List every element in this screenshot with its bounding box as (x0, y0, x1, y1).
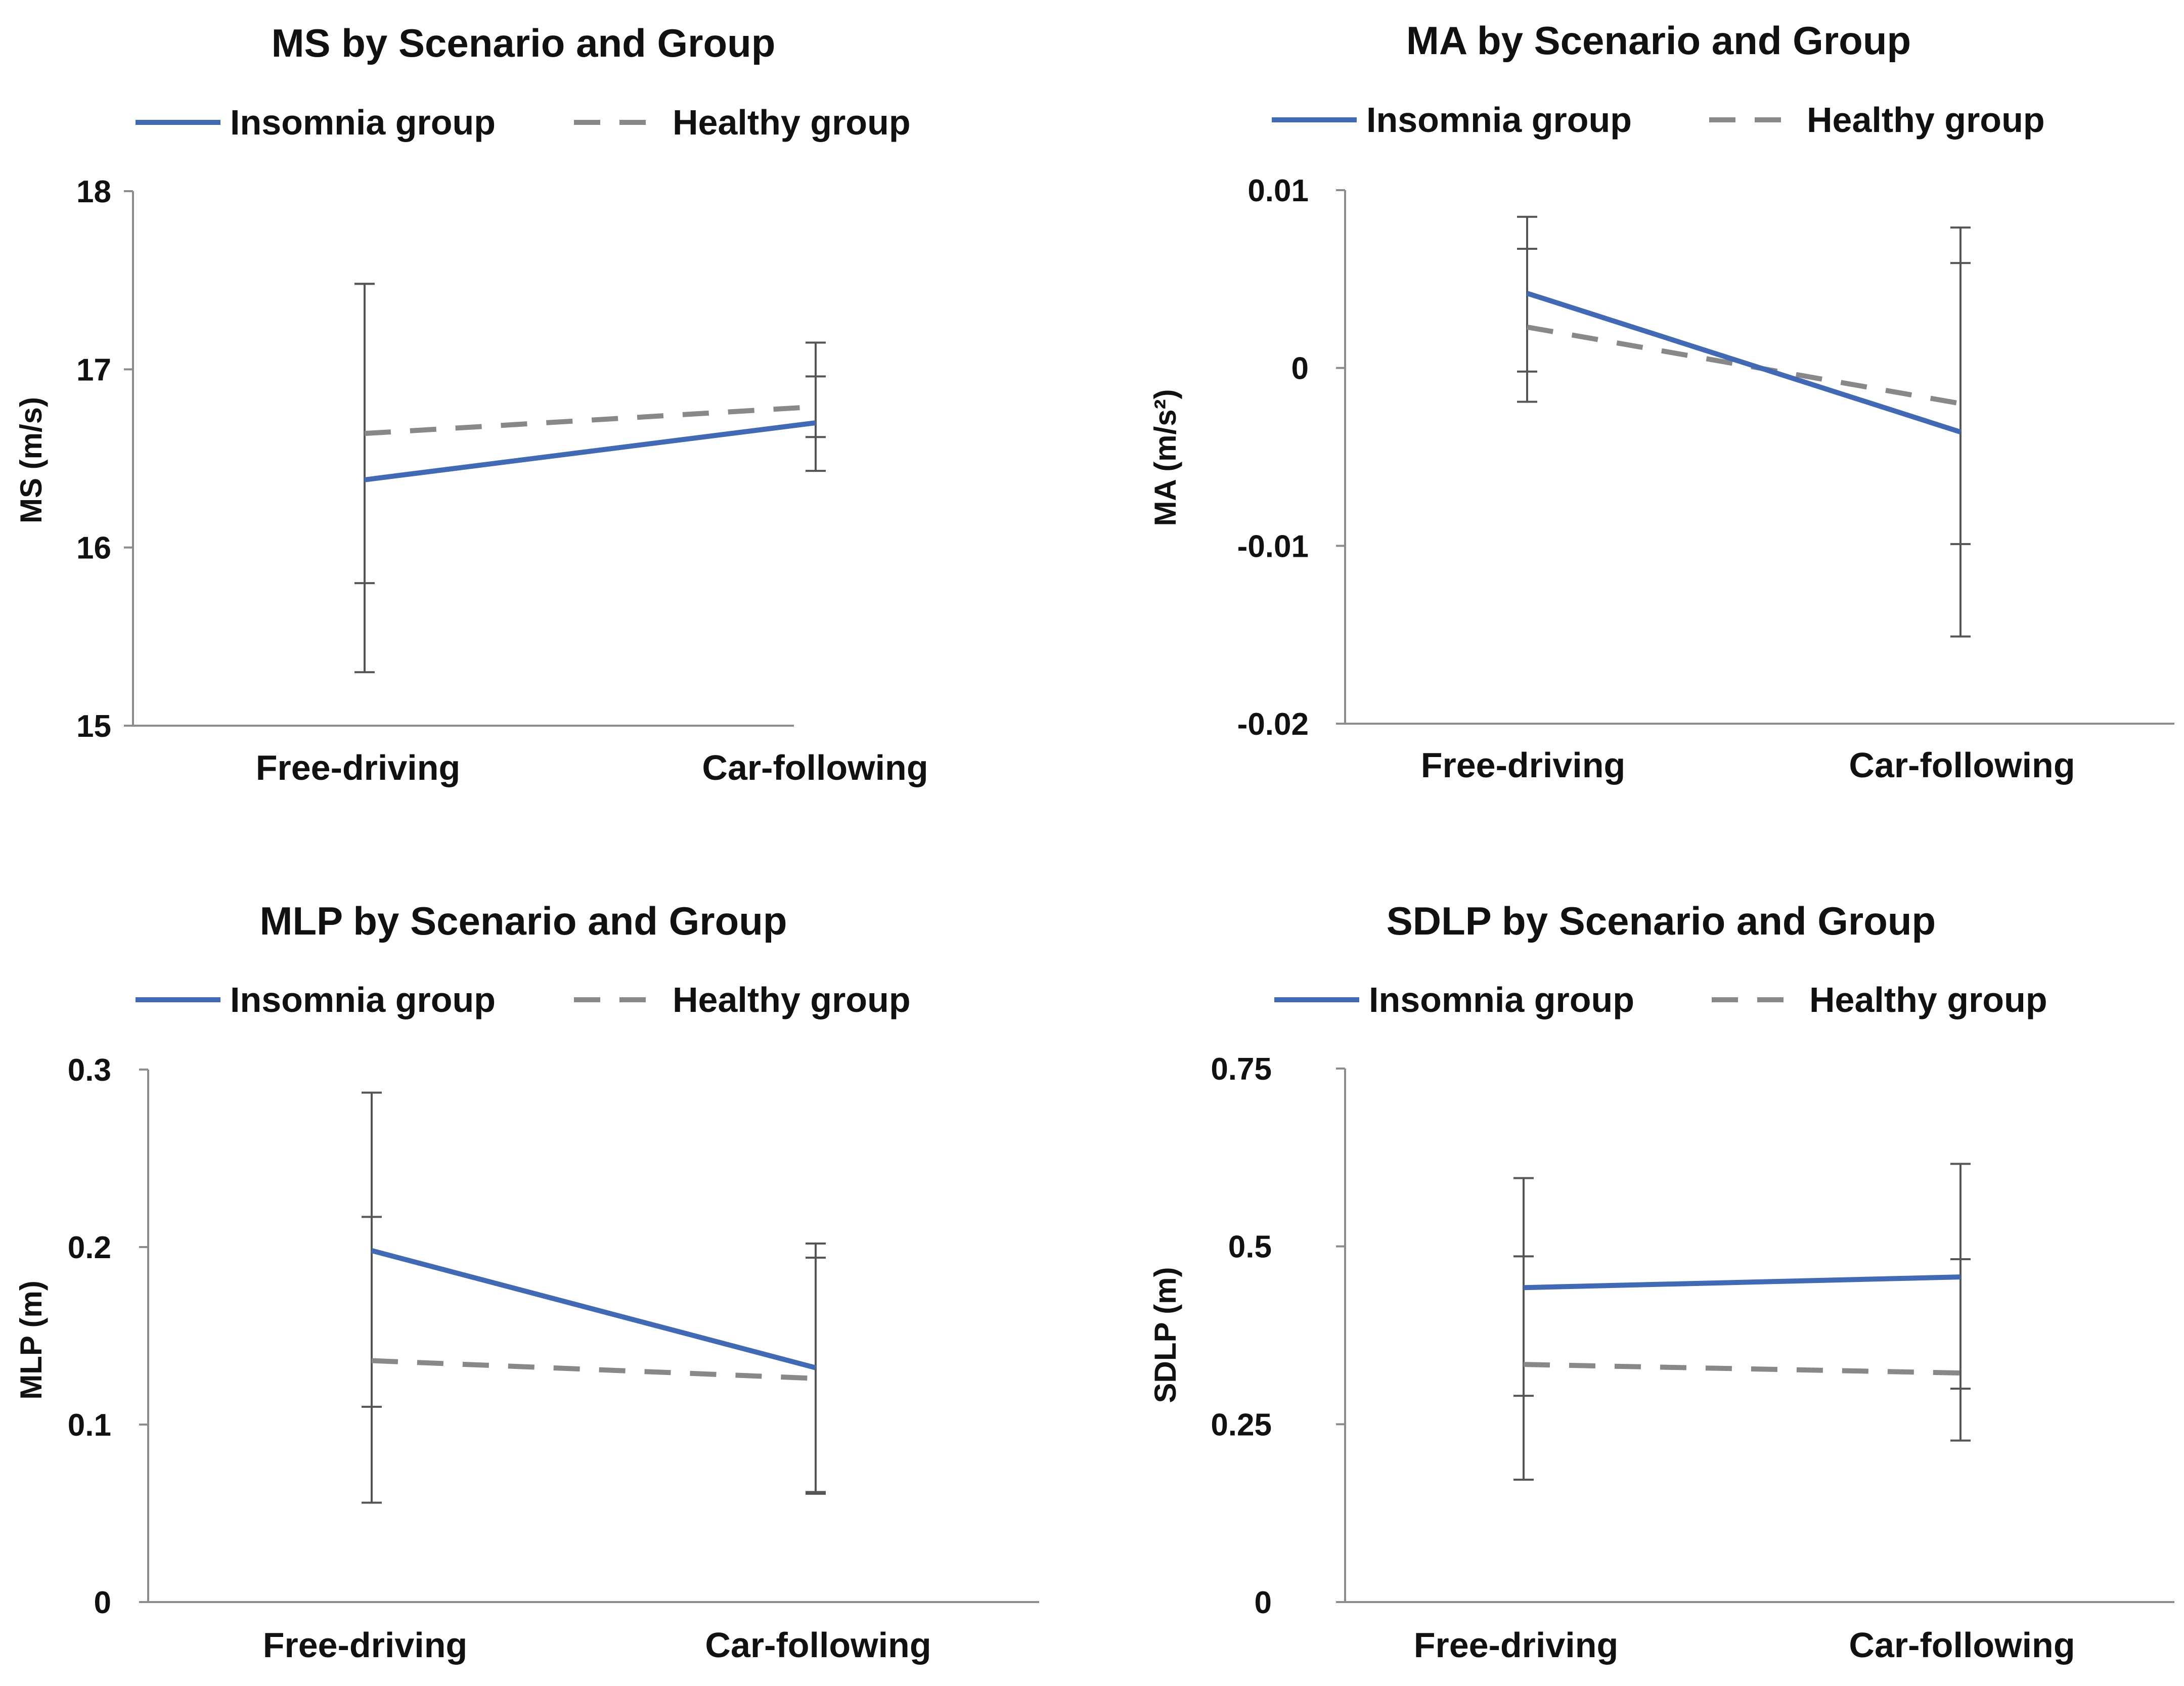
y-tick-label: 0.1 (68, 1408, 111, 1443)
chart-title: MS by Scenario and Group (272, 21, 776, 65)
x-category-label: Free-driving (1421, 745, 1626, 785)
legend-insomnia-label: Insomnia group (1366, 100, 1632, 140)
x-category-label: Free-driving (263, 1625, 468, 1665)
y-tick-label: 15 (76, 709, 111, 744)
series-line-healthy (1523, 1362, 1961, 1376)
y-axis-title: MA (m/s²) (1148, 389, 1182, 526)
y-tick-label: 0.25 (1211, 1407, 1272, 1442)
y-axis-title: MS (m/s) (14, 397, 48, 523)
error-bar (806, 1257, 826, 1493)
legend-healthy-label: Healthy group (673, 103, 911, 142)
error-bar (1513, 1255, 1534, 1397)
x-category-label: Free-driving (256, 748, 461, 787)
x-category-label: Free-driving (1414, 1625, 1619, 1665)
legend-insomnia-label: Insomnia group (230, 980, 496, 1019)
chart-title: SDLP by Scenario and Group (1387, 899, 1936, 943)
y-tick-label: 0 (1255, 1585, 1272, 1620)
chart-panel-3: MLP by Scenario and Group Insomnia group H… (14, 899, 1039, 1665)
legend: Insomnia group Healthy group (136, 980, 911, 1019)
legend-healthy-label: Healthy group (1809, 980, 2047, 1019)
y-tick-label: 0 (94, 1585, 111, 1620)
legend: Insomnia group Healthy group (136, 103, 911, 142)
y-tick-label: -0.01 (1237, 529, 1309, 564)
y-axis-title: MLP (m) (14, 1280, 48, 1400)
series-line-healthy (364, 404, 816, 436)
series-line-healthy (371, 1358, 816, 1381)
y-tick-label: 0.75 (1211, 1052, 1272, 1087)
y-tick-label: 17 (76, 352, 111, 387)
y-tick-label: 0.5 (1228, 1230, 1272, 1265)
error-bar (362, 1216, 382, 1408)
legend-insomnia-label: Insomnia group (1369, 980, 1634, 1019)
series-line-insomnia (364, 420, 816, 482)
series-line-insomnia (1526, 291, 1962, 435)
y-tick-label: 0.3 (68, 1053, 111, 1088)
legend-healthy-label: Healthy group (1807, 100, 2045, 140)
legend-insomnia-label: Insomnia group (230, 103, 496, 142)
y-tick-label: 16 (76, 531, 111, 566)
y-tick-label: -0.02 (1237, 707, 1309, 742)
y-tick-label: 0.01 (1247, 173, 1309, 208)
x-category-label: Car-following (705, 1625, 931, 1665)
legend: Insomnia group Healthy group (1272, 100, 2045, 140)
y-tick-label: 18 (76, 174, 111, 209)
x-category-label: Car-following (1849, 1625, 2075, 1665)
series-line-healthy (1527, 324, 1961, 406)
x-category-label: Car-following (702, 748, 928, 787)
chart-title: MA by Scenario and Group (1406, 18, 1911, 63)
error-bar (1517, 248, 1537, 373)
legend: Insomnia group Healthy group (1274, 980, 2047, 1019)
y-axis-title: SDLP (m) (1148, 1267, 1182, 1403)
x-category-label: Car-following (1849, 745, 2075, 785)
error-bar (1950, 262, 1971, 545)
series-line-insomnia (371, 1248, 817, 1370)
chart-panel-2: MA by Scenario and Group Insomnia group He… (1148, 18, 2174, 785)
legend-healthy-label: Healthy group (673, 980, 911, 1019)
y-tick-label: 0.2 (68, 1230, 111, 1265)
chart-panel-4: SDLP by Scenario and Group Insomnia group… (1148, 899, 2174, 1665)
chart-title: MLP by Scenario and Group (259, 899, 787, 943)
error-bar (1950, 1258, 1971, 1390)
y-tick-label: 0 (1291, 351, 1309, 386)
error-bar (806, 375, 826, 438)
chart-panel-1: MS by Scenario and Group Insomnia group He… (14, 21, 928, 787)
series-line-insomnia (1523, 1274, 1961, 1291)
